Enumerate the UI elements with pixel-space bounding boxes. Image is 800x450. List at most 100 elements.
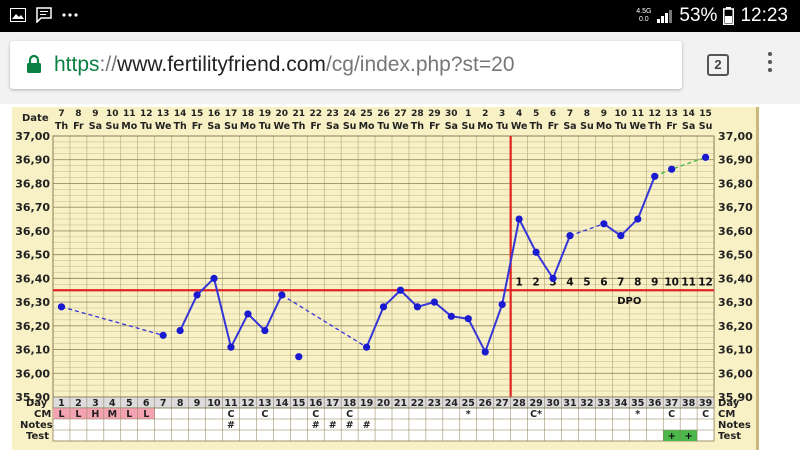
y-tick-label-right: 36,20 (718, 320, 753, 333)
temperature-point (430, 298, 438, 306)
dpo-number: 12 (698, 276, 713, 288)
day-number: 21 (394, 398, 407, 409)
weekday-label: Su (461, 121, 475, 132)
test-mark: + (684, 431, 692, 442)
y-tick-label-left: 36,40 (15, 272, 50, 285)
temperature-point (413, 303, 422, 311)
day-number: 25 (462, 398, 475, 409)
temperature-point (159, 331, 167, 339)
day-number: 22 (411, 398, 424, 409)
page-content: 37,00 37,00 36,90 36,90 36,80 36,80 36,70 36,70… (0, 104, 800, 450)
temperature-point (464, 315, 472, 323)
date-number: 15 (699, 109, 712, 119)
weekday-label: We (392, 121, 409, 132)
cm-value: * (466, 409, 471, 420)
day-number: 12 (241, 398, 254, 409)
day-label-right: Day (718, 398, 740, 409)
temperature-point (396, 286, 405, 294)
status-right: 4.5G 0.0 53% 12:23 (636, 5, 788, 27)
y-tick-label-right: 36,60 (718, 225, 753, 238)
cm-pink-cell (53, 408, 70, 419)
temperature-line-dashed (281, 294, 367, 348)
weekday-label: Mo (240, 121, 256, 132)
day-number: 16 (309, 398, 323, 409)
weekday-label: Th (529, 121, 542, 132)
date-number: 23 (326, 109, 339, 119)
dpo-number: 2 (532, 276, 539, 288)
cm-label-right: CM (718, 409, 735, 420)
weekday-label: We (155, 121, 172, 132)
temperature-point (617, 232, 625, 240)
y-tick-label-left: 36,00 (15, 367, 50, 380)
weekday-label: Fr (666, 121, 677, 132)
temperature-line-dashed (61, 306, 164, 336)
weekday-label: Sa (682, 121, 695, 132)
cm-value: C (702, 409, 709, 420)
temperature-point (532, 248, 540, 256)
test-label: Test (26, 431, 49, 442)
url-scheme: https (54, 53, 100, 76)
weekday-label: Su (224, 121, 238, 132)
date-number: 6 (550, 109, 556, 119)
y-tick-label-right: 36,10 (718, 344, 753, 357)
cm-value: L (126, 409, 132, 420)
weekday-label: Sa (89, 121, 102, 132)
temperature-point (600, 220, 608, 228)
temperature-point (634, 215, 642, 223)
cm-value: C (261, 409, 268, 420)
weekday-label: Sa (445, 121, 458, 132)
date-number: 12 (140, 109, 153, 119)
temperature-point (193, 291, 201, 299)
y-tick-label-left: 37,00 (15, 130, 50, 143)
date-number: 11 (123, 109, 136, 119)
day-number: 10 (207, 398, 221, 409)
day-number: 1 (58, 398, 65, 409)
more-dots-icon (62, 13, 78, 17)
y-tick-label-right: 36,00 (718, 367, 753, 380)
temperature-line-dashed (569, 223, 605, 237)
dpo-number: 9 (651, 276, 658, 288)
weekday-label: Fr (73, 121, 84, 132)
day-number: 3 (92, 398, 99, 409)
date-number: 19 (259, 109, 272, 119)
y-tick-label-left: 36,20 (15, 320, 50, 333)
weekday-label: Tu (140, 121, 152, 132)
weekday-label: Fr (548, 121, 559, 132)
dpo-number: 4 (566, 276, 573, 288)
temperature-point (278, 291, 286, 299)
y-tick-label-left: 36,80 (15, 177, 50, 190)
battery-percent: 53% (679, 5, 718, 26)
temperature-point (176, 326, 184, 335)
y-tick-label-left: 35,90 (15, 391, 50, 404)
vertical-dots-icon[interactable] (762, 52, 778, 80)
lock-icon[interactable] (26, 54, 42, 74)
temperature-point (549, 274, 557, 282)
weekday-label: Th (411, 121, 424, 132)
weekday-label: Su (106, 121, 120, 132)
tab-switcher-button[interactable]: 2 (707, 54, 729, 76)
weekday-label: Mo (477, 121, 493, 132)
battery-icon (723, 7, 735, 25)
weekday-label: Mo (121, 121, 137, 132)
date-number: 24 (343, 109, 356, 119)
day-number: 18 (343, 398, 357, 409)
cm-value: C (668, 409, 675, 420)
date-number: 15 (191, 109, 204, 119)
day-number: 6 (143, 398, 150, 409)
url-text[interactable]: https://www.fertilityfriend.com/cg/index… (54, 53, 515, 77)
y-tick-label-right: 36,90 (718, 154, 753, 167)
day-number: 39 (699, 398, 712, 409)
date-number: 30 (445, 109, 458, 119)
cm-value: C (312, 409, 319, 420)
dpo-label: DPO (617, 296, 641, 307)
address-bar[interactable]: https://www.fertilityfriend.com/cg/index… (10, 41, 682, 89)
cm-value: L (143, 409, 149, 420)
browser-toolbar: https://www.fertilityfriend.com/cg/index… (0, 32, 800, 105)
dpo-number: 7 (617, 276, 624, 288)
notes-value: # (346, 420, 354, 431)
cm-value: L (58, 409, 64, 420)
temperature-point (295, 353, 303, 361)
y-tick-label-right: 36,30 (718, 296, 753, 309)
notes-label: Notes (20, 420, 53, 431)
test-mark: + (667, 431, 675, 442)
